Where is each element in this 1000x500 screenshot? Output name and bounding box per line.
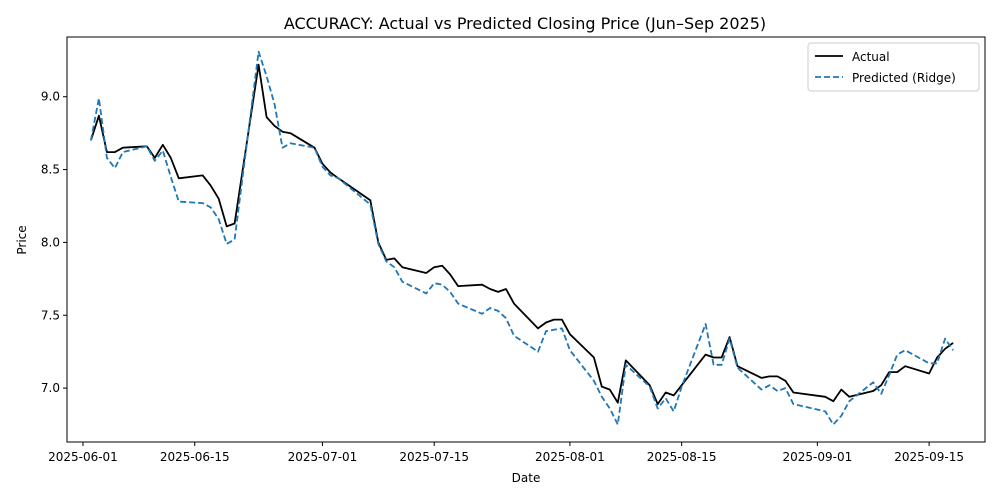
x-tick-label: 2025-09-01 [782, 450, 852, 464]
legend-predicted-label: Predicted (Ridge) [852, 71, 956, 85]
y-tick-label: 7.5 [41, 308, 60, 322]
y-axis: 7.0 7.5 8.0 8.5 9.0 [41, 90, 67, 395]
legend-actual-label: Actual [852, 50, 890, 64]
plot-frame [66, 36, 986, 443]
x-axis-label: Date [512, 471, 541, 485]
x-tick-label: 2025-07-01 [288, 450, 358, 464]
series-line-predicted-ridge [90, 50, 954, 426]
series-layer [90, 50, 954, 426]
x-tick-label: 2025-06-15 [160, 450, 230, 464]
y-axis-label: Price [15, 225, 29, 254]
y-tick-label: 9.0 [41, 90, 60, 104]
legend: Actual Predicted (Ridge) [807, 42, 980, 92]
y-tick-label: 8.0 [41, 235, 60, 249]
series-line-actual [90, 63, 954, 406]
chart-title: ACCURACY: Actual vs Predicted Closing Pr… [284, 14, 766, 33]
x-tick-label: 2025-09-15 [894, 450, 964, 464]
plot-area [67, 37, 985, 442]
x-axis: 2025-06-01 2025-06-15 2025-07-01 2025-07-15… [48, 442, 964, 464]
x-tick-label: 2025-08-15 [647, 450, 717, 464]
y-tick-label: 8.5 [41, 163, 60, 177]
x-tick-label: 2025-06-01 [48, 450, 118, 464]
legend-box [807, 42, 980, 92]
y-tick-label: 7.0 [41, 381, 60, 395]
x-tick-label: 2025-08-01 [535, 450, 605, 464]
x-tick-label: 2025-07-15 [399, 450, 469, 464]
